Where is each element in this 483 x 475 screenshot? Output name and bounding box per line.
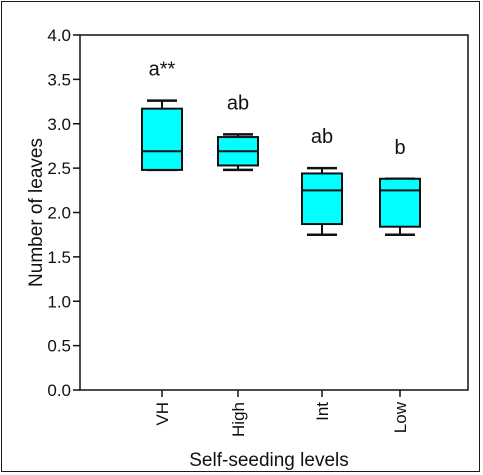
x-axis-title: Self-seeding levels [189,450,348,471]
y-tick-label: 3.0 [47,115,71,134]
y-tick-label: 1.0 [47,292,71,311]
y-tick-label: 2.5 [47,159,71,178]
box-int [301,172,343,226]
x-tick-label: VH [153,402,172,426]
y-axis-ticks: 0.0 0.5 1.0 1.5 2.0 2.5 3.0 3.5 4.0 [47,26,80,400]
significance-letter: ab [227,92,249,114]
x-tick-label: Low [391,401,410,433]
x-tick-label: High [229,402,248,437]
x-axis-ticks: VH High Int Low [153,390,410,437]
x-tick-label: Int [313,402,332,421]
plot-area-border [79,34,469,391]
y-tick-label: 0.0 [47,381,71,400]
y-axis-title: Number of leaves [26,138,47,287]
significance-letter: ab [311,126,333,148]
y-tick-label: 3.5 [47,70,71,89]
box-vh [141,107,183,171]
box-series: a** ab ab b [141,59,421,236]
y-tick-label: 2.0 [47,204,71,223]
y-tick-label: 0.5 [47,337,71,356]
significance-letter: a** [149,59,176,81]
box-low [379,177,421,228]
y-tick-label: 4.0 [47,26,71,45]
significance-letter: b [394,137,405,159]
y-tick-label: 1.5 [47,248,71,267]
